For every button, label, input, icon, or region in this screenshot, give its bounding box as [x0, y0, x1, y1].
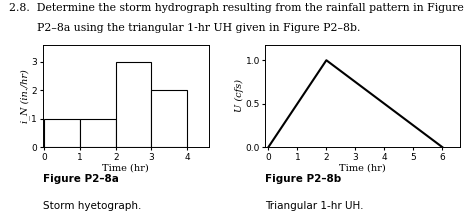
Y-axis label: i_N (in./hr): i_N (in./hr): [20, 69, 30, 123]
Bar: [80, 119, 116, 147]
X-axis label: Time (hr): Time (hr): [339, 163, 386, 172]
Bar: [45, 119, 80, 147]
Text: Figure P2–8b: Figure P2–8b: [265, 174, 342, 184]
Text: 2.8.  Determine the storm hydrograph resulting from the rainfall pattern in Figu: 2.8. Determine the storm hydrograph resu…: [9, 3, 464, 13]
X-axis label: Time (hr): Time (hr): [102, 163, 149, 172]
Bar: [152, 90, 187, 147]
Text: Storm hyetograph.: Storm hyetograph.: [43, 201, 141, 211]
Text: P2–8a using the triangular 1-hr UH given in Figure P2–8b.: P2–8a using the triangular 1-hr UH given…: [9, 23, 361, 33]
Text: Figure P2–8a: Figure P2–8a: [43, 174, 118, 184]
Y-axis label: U (cfs): U (cfs): [235, 79, 244, 112]
Text: Triangular 1-hr UH.: Triangular 1-hr UH.: [265, 201, 364, 211]
Bar: [116, 62, 152, 147]
